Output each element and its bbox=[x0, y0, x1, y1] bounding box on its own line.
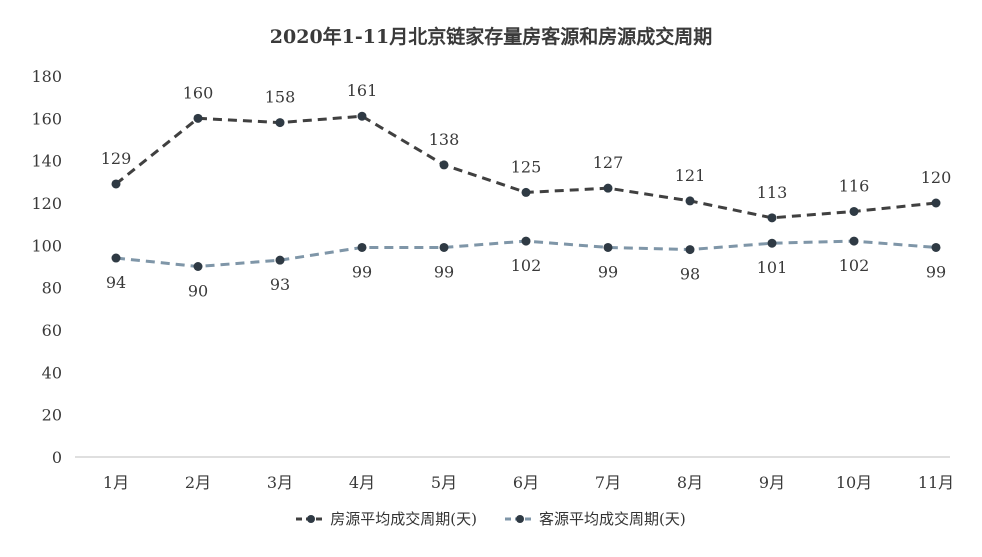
y-tick-label: 120 bbox=[31, 194, 62, 213]
series-1-point bbox=[193, 113, 203, 123]
x-tick-label: 7月 bbox=[595, 473, 621, 492]
x-axis: 1月 2月 3月 4月 5月 6月 7月 8月 9月 10月 11月 bbox=[103, 473, 954, 492]
series-1-point bbox=[275, 118, 285, 128]
series-1-data-label: 129 bbox=[101, 149, 132, 168]
series-2-point bbox=[275, 255, 285, 265]
series-2-data-label: 99 bbox=[598, 262, 618, 281]
series-1-data-label: 116 bbox=[839, 176, 870, 195]
data-labels: 129 160 158 161 138 125 127 121 113 116 120 94 90 93 9… bbox=[101, 81, 952, 300]
series-2-point bbox=[767, 238, 777, 248]
series-1-data-label: 120 bbox=[921, 168, 952, 187]
series-2-point bbox=[521, 236, 531, 246]
series-1-data-label: 113 bbox=[757, 183, 788, 202]
series-1-data-label: 121 bbox=[675, 166, 706, 185]
series-2-point bbox=[685, 245, 695, 255]
series-2-data-label: 99 bbox=[434, 262, 454, 281]
series-1-data-label: 160 bbox=[183, 83, 214, 102]
y-tick-label: 140 bbox=[31, 152, 62, 171]
series-1-point bbox=[357, 111, 367, 121]
y-tick-label: 100 bbox=[31, 236, 62, 255]
series-2-data-label: 99 bbox=[926, 262, 946, 281]
series-2-data-label: 101 bbox=[757, 258, 788, 277]
legend-item-2: 客源平均成交周期(天) bbox=[505, 508, 686, 529]
series-2-data-label: 90 bbox=[188, 282, 208, 301]
y-tick-label: 40 bbox=[42, 363, 62, 382]
series-1-point bbox=[931, 198, 941, 208]
x-tick-label: 2月 bbox=[185, 473, 211, 492]
series-1-data-label: 161 bbox=[347, 81, 378, 100]
x-tick-label: 1月 bbox=[103, 473, 129, 492]
x-tick-label: 9月 bbox=[759, 473, 785, 492]
series-1-point bbox=[603, 183, 613, 193]
series-1-point bbox=[767, 213, 777, 223]
x-tick-label: 6月 bbox=[513, 473, 539, 492]
series-2-point bbox=[357, 242, 367, 252]
series-2-data-label: 99 bbox=[352, 262, 372, 281]
series-2-point bbox=[439, 242, 449, 252]
series-2-point bbox=[111, 253, 121, 263]
series-1-point bbox=[685, 196, 695, 206]
series-layer bbox=[111, 111, 941, 271]
series-2-data-label: 102 bbox=[511, 256, 542, 275]
series-1-data-label: 127 bbox=[593, 153, 624, 172]
series-2-data-label: 102 bbox=[839, 256, 870, 275]
x-tick-label: 4月 bbox=[349, 473, 375, 492]
legend-swatch-2 bbox=[505, 514, 535, 523]
series-1-point bbox=[521, 187, 531, 197]
y-tick-label: 80 bbox=[42, 279, 62, 298]
legend-label: 客源平均成交周期(天) bbox=[539, 510, 686, 528]
series-1-point bbox=[111, 179, 121, 189]
x-tick-label: 3月 bbox=[267, 473, 293, 492]
y-tick-label: 60 bbox=[42, 321, 62, 340]
y-tick-label: 20 bbox=[42, 406, 62, 425]
series-2-data-label: 98 bbox=[680, 265, 700, 284]
series-1-data-label: 158 bbox=[265, 88, 296, 107]
legend: 房源平均成交周期(天) 客源平均成交周期(天) bbox=[0, 508, 982, 529]
series-1-point bbox=[849, 206, 859, 216]
x-tick-label: 11月 bbox=[918, 473, 954, 492]
series-2-data-label: 93 bbox=[270, 275, 290, 294]
legend-item-1: 房源平均成交周期(天) bbox=[296, 508, 477, 529]
x-tick-label: 10月 bbox=[836, 473, 872, 492]
x-tick-label: 5月 bbox=[431, 473, 457, 492]
y-tick-label: 0 bbox=[52, 448, 62, 467]
y-tick-label: 160 bbox=[31, 109, 62, 128]
series-2-point bbox=[849, 236, 859, 246]
series-2-data-label: 94 bbox=[106, 273, 126, 292]
series-2-point bbox=[931, 242, 941, 252]
series-1-point bbox=[439, 160, 449, 170]
y-tick-label: 180 bbox=[31, 67, 62, 86]
series-1-data-label: 125 bbox=[511, 157, 542, 176]
x-tick-label: 8月 bbox=[677, 473, 703, 492]
series-2-point bbox=[193, 262, 203, 271]
legend-swatch-1 bbox=[296, 514, 327, 523]
legend-label: 房源平均成交周期(天) bbox=[330, 510, 477, 528]
series-1-data-label: 138 bbox=[429, 130, 460, 149]
series-2-point bbox=[603, 242, 613, 252]
y-axis: 0 20 40 60 80 100 120 140 160 180 bbox=[31, 67, 62, 467]
chart-title: 2020年1-11月北京链家存量房客源和房源成交周期 bbox=[269, 26, 713, 48]
